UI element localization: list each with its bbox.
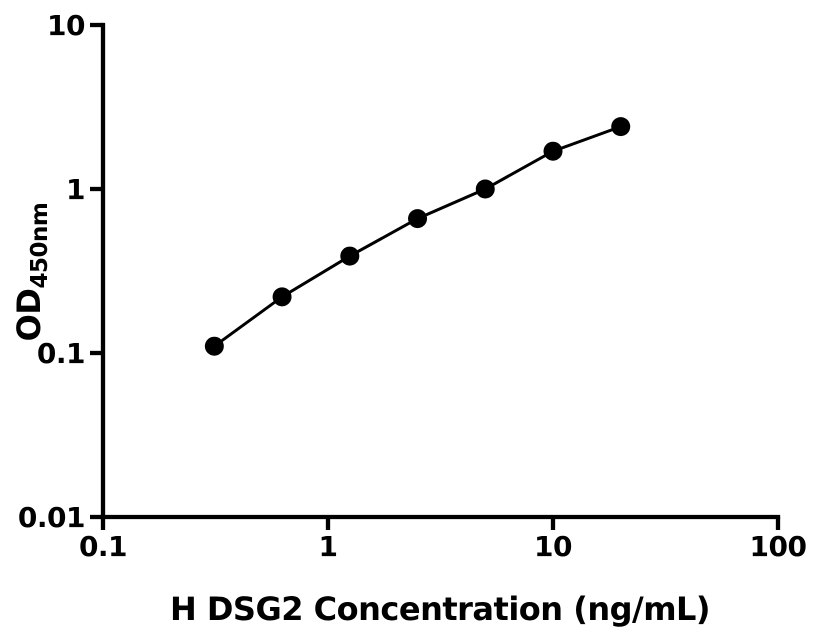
series-line [213,125,622,348]
x-tick-label: 1 [319,530,338,563]
y-tick-label: 0.1 [37,337,85,370]
y-tick-label: 10 [47,9,85,42]
data-point [340,246,360,266]
x-axis-title: H DSG2 Concentration (ng/mL) [170,590,710,628]
data-point [272,287,292,307]
y-axis-title-subscript: 450nm [27,203,53,289]
data-point [475,179,495,199]
data-point [204,336,224,356]
data-point [543,141,563,161]
y-tick-label: 1 [66,173,85,206]
x-tick-label: 10 [534,530,572,563]
data-series-layer [204,117,631,356]
data-point [408,209,428,229]
x-tick-label: 0.1 [79,530,127,563]
y-axis-title: OD450nm [10,203,53,342]
x-tick-label: 100 [750,530,807,563]
y-tick-label: 0.01 [18,501,85,534]
data-point [611,117,631,137]
y-axis-title-main: OD [10,289,48,342]
